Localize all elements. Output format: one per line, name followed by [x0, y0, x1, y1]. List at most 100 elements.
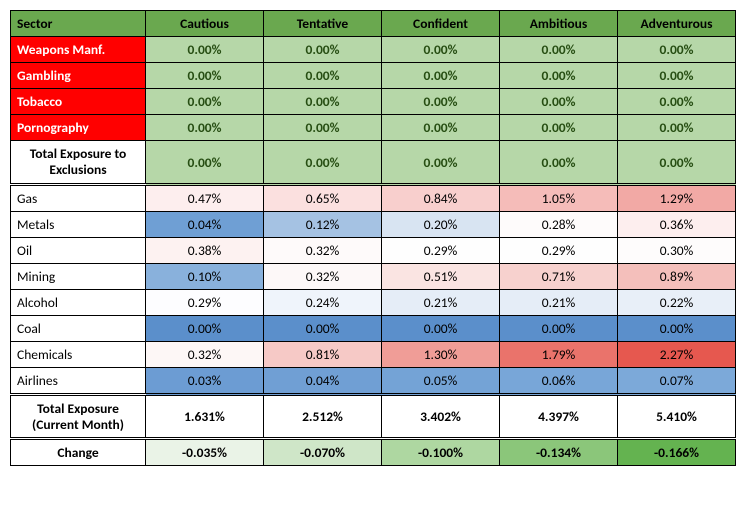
- cell-value: 0.38%: [146, 238, 264, 264]
- cell-value: 0.00%: [382, 37, 500, 63]
- cell-value: 0.29%: [382, 238, 500, 264]
- sector-label: Mining: [11, 264, 146, 290]
- cell-value: 0.71%: [500, 264, 618, 290]
- cell-value: 1.30%: [382, 342, 500, 368]
- cell-value: 0.03%: [146, 368, 264, 395]
- cell-value: 0.47%: [146, 185, 264, 212]
- total-current-value: 2.512%: [264, 395, 382, 439]
- cell-value: 0.28%: [500, 212, 618, 238]
- col-header-tentative: Tentative: [264, 11, 382, 37]
- col-header-cautious: Cautious: [146, 11, 264, 37]
- change-value: -0.134%: [500, 439, 618, 466]
- cell-value: 0.04%: [264, 368, 382, 395]
- cell-value: 0.00%: [146, 89, 264, 115]
- change-value: -0.070%: [264, 439, 382, 466]
- cell-value: 0.00%: [264, 89, 382, 115]
- cell-value: 0.00%: [618, 63, 736, 89]
- cell-value: 0.00%: [500, 115, 618, 141]
- sector-label: Weapons Manf.: [11, 37, 146, 63]
- header-row: Sector Cautious Tentative Confident Ambi…: [11, 11, 736, 37]
- cell-value: 0.89%: [618, 264, 736, 290]
- cell-value: 0.00%: [382, 115, 500, 141]
- exclusion-total-value: 0.00%: [146, 141, 264, 185]
- sector-label: Tobacco: [11, 89, 146, 115]
- change-value: -0.100%: [382, 439, 500, 466]
- cell-value: 0.00%: [500, 89, 618, 115]
- col-header-confident: Confident: [382, 11, 500, 37]
- cell-value: 1.05%: [500, 185, 618, 212]
- exclusion-total-value: 0.00%: [382, 141, 500, 185]
- table-row: Pornography0.00%0.00%0.00%0.00%0.00%: [11, 115, 736, 141]
- cell-value: 0.00%: [382, 89, 500, 115]
- cell-value: 0.12%: [264, 212, 382, 238]
- table-row: Total Exposure to Exclusions0.00%0.00%0.…: [11, 141, 736, 185]
- cell-value: 0.84%: [382, 185, 500, 212]
- cell-value: 0.00%: [500, 63, 618, 89]
- total-current-label: Total Exposure (Current Month): [11, 395, 146, 439]
- change-value: -0.035%: [146, 439, 264, 466]
- cell-value: 0.00%: [264, 115, 382, 141]
- cell-value: 0.07%: [618, 368, 736, 395]
- cell-value: 0.00%: [618, 316, 736, 342]
- cell-value: 1.29%: [618, 185, 736, 212]
- sector-label: Airlines: [11, 368, 146, 395]
- total-current-value: 3.402%: [382, 395, 500, 439]
- exclusion-total-value: 0.00%: [264, 141, 382, 185]
- cell-value: 0.20%: [382, 212, 500, 238]
- total-current-value: 5.410%: [618, 395, 736, 439]
- cell-value: 0.00%: [618, 115, 736, 141]
- cell-value: 0.00%: [264, 37, 382, 63]
- cell-value: 0.00%: [382, 63, 500, 89]
- cell-value: 0.10%: [146, 264, 264, 290]
- cell-value: 0.22%: [618, 290, 736, 316]
- table-row: Total Exposure (Current Month)1.631%2.51…: [11, 395, 736, 439]
- sector-header: Sector: [11, 11, 146, 37]
- sector-label: Alcohol: [11, 290, 146, 316]
- sector-label: Metals: [11, 212, 146, 238]
- cell-value: 0.00%: [500, 316, 618, 342]
- cell-value: 0.81%: [264, 342, 382, 368]
- cell-value: 0.06%: [500, 368, 618, 395]
- sector-label: Gas: [11, 185, 146, 212]
- total-current-value: 4.397%: [500, 395, 618, 439]
- cell-value: 0.29%: [500, 238, 618, 264]
- cell-value: 0.30%: [618, 238, 736, 264]
- cell-value: 0.00%: [264, 63, 382, 89]
- table-row: Chemicals0.32%0.81%1.30%1.79%2.27%: [11, 342, 736, 368]
- table-row: Change-0.035%-0.070%-0.100%-0.134%-0.166…: [11, 439, 736, 466]
- table-row: Tobacco0.00%0.00%0.00%0.00%0.00%: [11, 89, 736, 115]
- exposure-table: Sector Cautious Tentative Confident Ambi…: [10, 10, 736, 466]
- cell-value: 0.32%: [264, 264, 382, 290]
- cell-value: 0.21%: [500, 290, 618, 316]
- table-row: Alcohol0.29%0.24%0.21%0.21%0.22%: [11, 290, 736, 316]
- exclusion-total-value: 0.00%: [500, 141, 618, 185]
- sector-label: Oil: [11, 238, 146, 264]
- cell-value: 0.00%: [618, 89, 736, 115]
- sector-label: Coal: [11, 316, 146, 342]
- cell-value: 0.00%: [146, 63, 264, 89]
- table-row: Gambling0.00%0.00%0.00%0.00%0.00%: [11, 63, 736, 89]
- cell-value: 0.00%: [264, 316, 382, 342]
- cell-value: 0.32%: [264, 238, 382, 264]
- exclusion-total-value: 0.00%: [618, 141, 736, 185]
- cell-value: 0.21%: [382, 290, 500, 316]
- cell-value: 0.00%: [382, 316, 500, 342]
- cell-value: 0.29%: [146, 290, 264, 316]
- cell-value: 0.36%: [618, 212, 736, 238]
- total-current-value: 1.631%: [146, 395, 264, 439]
- sector-label: Chemicals: [11, 342, 146, 368]
- cell-value: 0.00%: [500, 37, 618, 63]
- table-row: Metals0.04%0.12%0.20%0.28%0.36%: [11, 212, 736, 238]
- change-label: Change: [11, 439, 146, 466]
- cell-value: 1.79%: [500, 342, 618, 368]
- cell-value: 0.00%: [146, 115, 264, 141]
- table-row: Oil0.38%0.32%0.29%0.29%0.30%: [11, 238, 736, 264]
- cell-value: 0.24%: [264, 290, 382, 316]
- table-row: Coal0.00%0.00%0.00%0.00%0.00%: [11, 316, 736, 342]
- cell-value: 0.00%: [618, 37, 736, 63]
- cell-value: 0.00%: [146, 316, 264, 342]
- cell-value: 0.00%: [146, 37, 264, 63]
- col-header-ambitious: Ambitious: [500, 11, 618, 37]
- table-row: Mining0.10%0.32%0.51%0.71%0.89%: [11, 264, 736, 290]
- cell-value: 0.05%: [382, 368, 500, 395]
